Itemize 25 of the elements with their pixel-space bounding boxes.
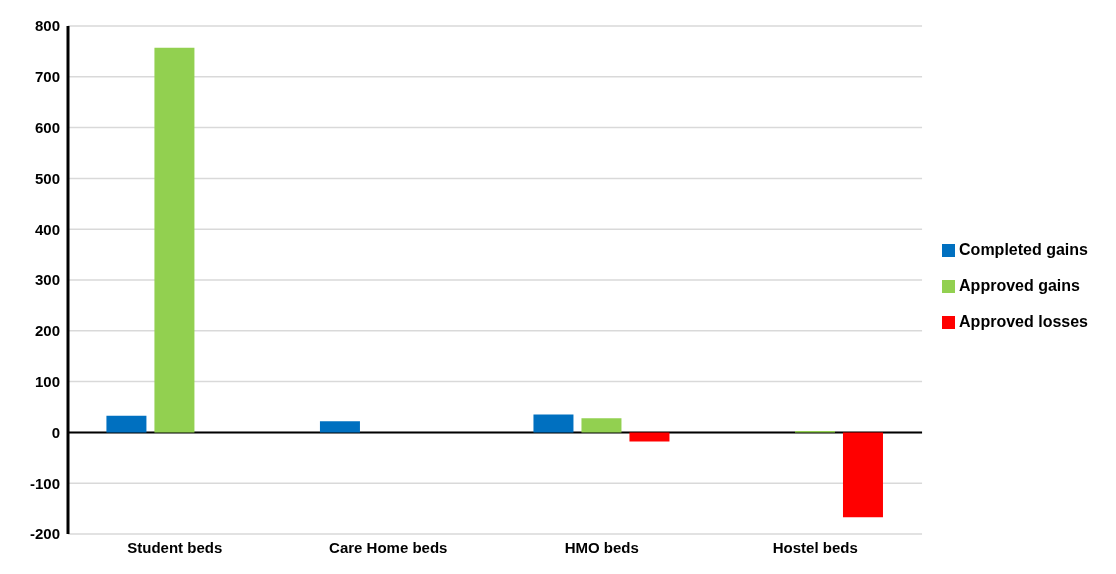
y-tick-label: 700 [34,68,60,86]
x-tick-label: HMO beds [564,538,639,556]
y-tick-label: -200 [29,525,60,543]
y-tick-label: 800 [34,17,60,35]
bar [581,418,622,433]
legend-label: Approved losses [959,313,1088,330]
y-tick-label: 0 [51,423,60,441]
x-tick-label: Hostel beds [772,538,858,556]
y-tick-label: 600 [34,118,60,136]
x-tick-label: Student beds [127,538,223,556]
y-tick-label: 500 [34,169,60,187]
bar [154,47,195,433]
x-tick-label: Care Home beds [329,538,448,556]
y-tick-label: 400 [34,220,60,238]
legend-label: Approved gains [959,277,1080,294]
bar [106,415,147,433]
legend-label: Completed gains [959,241,1088,258]
bar [842,432,883,518]
bar [319,421,360,433]
bar [533,414,574,433]
y-tick-label: 100 [34,372,60,390]
y-tick-label: 200 [34,322,60,340]
y-tick-label: -100 [29,474,60,492]
bar [629,432,670,442]
y-tick-label: 300 [34,271,60,289]
